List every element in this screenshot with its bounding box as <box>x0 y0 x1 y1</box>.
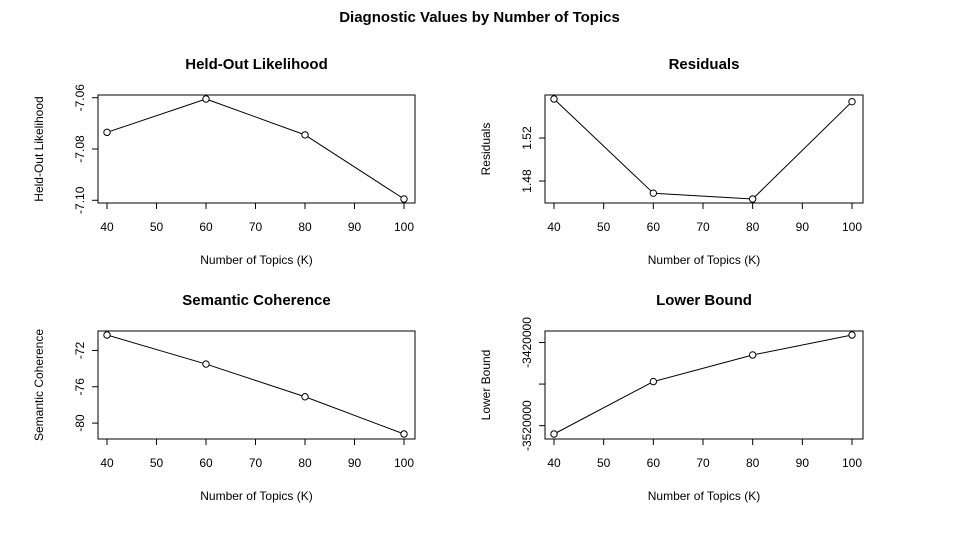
chart-panel-4: Lower Bound 40 50 60 70 80 90 100 -3420000 -35200… <box>479 292 864 503</box>
x-tick-label: 40 <box>547 220 561 234</box>
x-axis-label: Number of Topics (K) <box>200 253 312 267</box>
data-point <box>748 195 757 203</box>
series-line-segment <box>304 396 405 435</box>
series-line-segment <box>304 134 405 200</box>
y-tick-label: -7.08 <box>73 135 87 163</box>
plot-frame <box>544 330 864 440</box>
x-tick-label: 40 <box>547 456 561 470</box>
x-tick-label: 70 <box>249 220 263 234</box>
series-line-segment <box>653 354 753 383</box>
data-point <box>103 331 111 339</box>
series-line-segment <box>553 381 654 435</box>
x-tick-label: 70 <box>249 456 263 470</box>
main-title: Diagnostic Values by Number of Topics <box>339 9 620 26</box>
x-tick-label: 90 <box>796 456 810 470</box>
data-point <box>103 128 111 137</box>
series-line-segment <box>752 334 853 356</box>
x-axis-label: Number of Topics (K) <box>200 489 312 503</box>
x-tick-label: 50 <box>150 220 164 234</box>
x-tick-label: 40 <box>100 220 114 234</box>
data-point <box>301 131 309 139</box>
y-axis-label: Residuals <box>479 123 493 176</box>
x-tick-label: 80 <box>746 220 760 234</box>
x-tick-label: 50 <box>597 456 611 470</box>
y-tick-label: -80 <box>73 414 87 432</box>
x-tick-label: 60 <box>647 456 661 470</box>
y-tick-label: -3420000 <box>520 317 534 368</box>
y-tick-label: -3520000 <box>520 400 534 451</box>
plot-frame <box>544 94 864 204</box>
panel-title: Lower Bound <box>656 292 752 309</box>
data-point <box>400 195 408 203</box>
plot-frame <box>97 330 416 440</box>
x-tick-label: 40 <box>100 456 114 470</box>
x-tick-label: 60 <box>647 220 661 234</box>
x-tick-label: 90 <box>796 220 810 234</box>
x-tick-label: 100 <box>394 456 414 470</box>
data-point <box>649 189 658 197</box>
series-line-segment <box>205 363 306 398</box>
x-tick-label: 80 <box>298 220 312 234</box>
data-point <box>400 430 408 438</box>
x-tick-label: 80 <box>298 456 312 470</box>
x-tick-label: 60 <box>199 456 213 470</box>
series-line-segment <box>653 192 753 200</box>
panel-title: Held-Out Likelihood <box>185 56 328 73</box>
y-tick-label: -72 <box>73 341 87 359</box>
x-tick-label: 80 <box>746 456 760 470</box>
data-point <box>550 95 558 103</box>
data-point <box>202 360 210 368</box>
y-tick-label: -7.10 <box>73 186 87 214</box>
data-point <box>550 430 558 438</box>
x-tick-label: 100 <box>842 456 862 470</box>
y-axis-label: Lower Bound <box>479 350 493 421</box>
x-tick-label: 60 <box>199 220 213 234</box>
x-tick-label: 70 <box>696 220 710 234</box>
x-tick-label: 90 <box>348 220 362 234</box>
series-line-segment <box>106 98 207 133</box>
panel-title: Semantic Coherence <box>182 292 330 309</box>
x-tick-label: 50 <box>597 220 611 234</box>
x-axis-label: Number of Topics (K) <box>648 489 760 503</box>
y-tick-label: 1.52 <box>520 126 534 150</box>
x-tick-label: 90 <box>348 456 362 470</box>
series-line-segment <box>106 334 207 365</box>
panel-title: Residuals <box>669 56 740 73</box>
chart-panel-3: Semantic Coherence 40 50 60 70 80 90 100 -72 -76 -… <box>32 292 416 503</box>
y-axis-label: Semantic Coherence <box>32 329 46 441</box>
plot-frame <box>97 94 416 204</box>
chart-panel-2: Residuals 40 50 60 70 80 90 100 1.48 1.52 Number o… <box>479 56 864 267</box>
chart-panel-1: Held-Out Likelihood 40 50 60 70 80 90 100 -7.06 -… <box>32 56 416 267</box>
y-tick-label: -76 <box>73 378 87 396</box>
series-line-segment <box>752 101 853 200</box>
data-point <box>748 351 757 359</box>
series-line-segment <box>553 98 654 194</box>
y-tick-label: -7.06 <box>73 84 87 112</box>
data-point <box>848 97 856 106</box>
y-axis-label: Held-Out Likelihood <box>32 96 46 201</box>
x-tick-label: 50 <box>150 456 164 470</box>
x-tick-label: 100 <box>394 220 414 234</box>
data-point <box>301 393 309 401</box>
y-tick-label: 1.48 <box>520 169 534 193</box>
x-tick-label: 70 <box>696 456 710 470</box>
x-tick-label: 100 <box>842 220 862 234</box>
data-point <box>202 95 210 103</box>
data-point <box>649 377 658 386</box>
data-point <box>848 331 856 339</box>
series-line-segment <box>205 98 306 136</box>
x-axis-label: Number of Topics (K) <box>648 253 760 267</box>
